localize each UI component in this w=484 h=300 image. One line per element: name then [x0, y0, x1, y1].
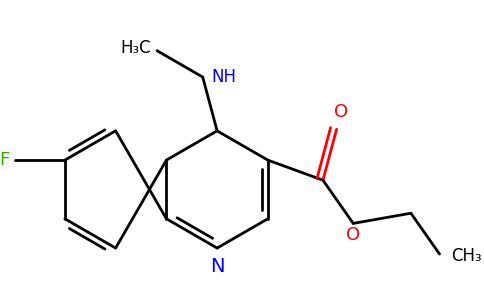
- Text: O: O: [334, 103, 348, 121]
- Text: NH: NH: [212, 68, 237, 86]
- Text: H₃C: H₃C: [121, 39, 151, 57]
- Text: F: F: [0, 151, 9, 169]
- Text: O: O: [346, 226, 360, 244]
- Text: N: N: [210, 257, 225, 276]
- Text: CH₃: CH₃: [451, 247, 482, 265]
